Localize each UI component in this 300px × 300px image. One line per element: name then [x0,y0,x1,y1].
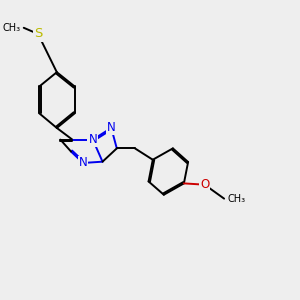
Text: CH₃: CH₃ [227,194,245,204]
Text: S: S [34,27,42,40]
Text: O: O [200,178,209,191]
Text: N: N [88,133,97,146]
Text: CH₃: CH₃ [3,23,21,33]
Text: N: N [107,122,116,134]
Text: N: N [79,157,88,169]
